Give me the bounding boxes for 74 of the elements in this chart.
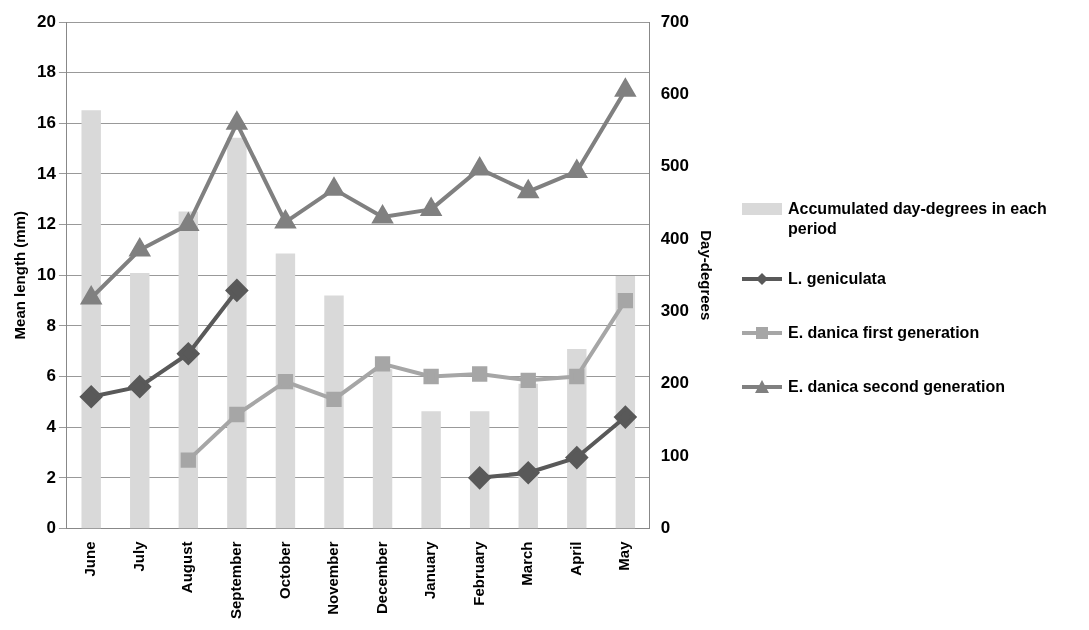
point [128, 375, 151, 398]
y-tick-label: 20 [36, 11, 56, 31]
bar [324, 295, 344, 529]
bar [81, 110, 101, 529]
legend-label: Accumulated day-degrees in each period [788, 199, 1048, 239]
legend-label: E. danica second generation [788, 377, 1005, 397]
x-tick-label: May [615, 540, 633, 571]
y2-tick-label: 500 [660, 156, 690, 176]
x-tick-label: August [178, 541, 196, 594]
point [567, 160, 587, 178]
point [177, 342, 200, 365]
bar [130, 273, 150, 529]
y2-tick-label: 100 [660, 445, 690, 465]
x-tick-label: December [372, 541, 390, 615]
point [565, 446, 588, 469]
y2-tick-label: 600 [660, 84, 690, 104]
point [80, 385, 103, 408]
x-tick-label: January [421, 540, 439, 600]
point [324, 178, 344, 196]
y2-axis-title: Day-degrees [697, 230, 715, 321]
x-tick-label: October [275, 541, 293, 599]
x-tick-label: June [81, 541, 99, 577]
point [81, 287, 101, 305]
point [472, 366, 488, 382]
x-tick-label: September [227, 541, 245, 619]
y-tick-label: 8 [46, 315, 56, 335]
y2-tick-label: 700 [660, 11, 690, 31]
point [275, 211, 296, 229]
y-tick-label: 6 [46, 366, 56, 386]
x-tick-label: March [518, 541, 536, 586]
bar [421, 411, 441, 529]
y2-tick-label: 400 [660, 228, 690, 248]
x-tick-label: July [129, 540, 147, 572]
point [421, 198, 441, 216]
x-tick-label: November [324, 541, 342, 615]
y-tick-label: 10 [36, 264, 56, 284]
point [180, 452, 196, 468]
x-tick-label: February [469, 540, 487, 606]
x-tick-label: April [566, 541, 584, 576]
point [517, 461, 540, 484]
point [225, 279, 248, 302]
point [469, 157, 490, 176]
point [374, 356, 391, 372]
y2-tick-label: 300 [660, 301, 690, 321]
point [423, 368, 439, 385]
bar [372, 369, 393, 529]
point [178, 211, 200, 232]
y-tick-label: 2 [46, 467, 56, 487]
y-axis-title: Mean length (mm) [11, 211, 29, 340]
y-tick-label: 12 [36, 214, 56, 234]
y-tick-label: 18 [36, 62, 56, 82]
point [277, 373, 294, 390]
bar [275, 253, 296, 529]
y-tick-label: 4 [46, 416, 57, 436]
point [569, 368, 585, 385]
point [326, 391, 342, 407]
point [614, 406, 637, 429]
point [468, 466, 491, 489]
point [518, 180, 539, 199]
y-tick-label: 0 [46, 518, 56, 538]
legend-label: L. geniculata [788, 269, 886, 289]
y-tick-label: 16 [36, 112, 56, 132]
point [520, 372, 536, 388]
point [617, 292, 634, 309]
y2-tick-label: 200 [660, 373, 690, 393]
point [227, 112, 247, 130]
point [129, 238, 150, 257]
point [615, 79, 636, 97]
bar [227, 137, 247, 529]
point [229, 406, 245, 423]
y2-tick-label: 0 [660, 518, 671, 538]
y-tick-label: 14 [36, 163, 57, 183]
point [372, 205, 393, 224]
legend-label: E. danica first generation [788, 323, 980, 343]
